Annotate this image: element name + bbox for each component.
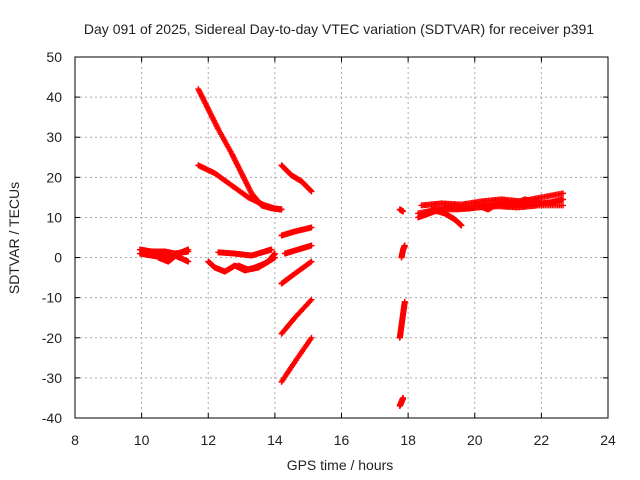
data-series [398, 242, 408, 261]
data-series [396, 394, 407, 409]
data-point [400, 394, 407, 401]
data-series [281, 242, 315, 257]
data-series [278, 334, 315, 385]
data-series [278, 224, 315, 239]
x-axis-label: GPS time / hours [287, 457, 394, 473]
data-series [215, 246, 275, 259]
chart-title: Day 091 of 2025, Sidereal Day-to-day VTE… [84, 21, 594, 37]
x-tick-label: 14 [267, 432, 283, 448]
x-tick-label: 22 [534, 432, 550, 448]
data-point [560, 190, 567, 197]
y-axis-label: SDTVAR / TECUs [6, 182, 22, 294]
data-series [155, 246, 192, 265]
data-point [538, 200, 545, 207]
data-series [428, 206, 465, 229]
data-point [271, 250, 278, 257]
data-point [396, 334, 403, 341]
data-point [400, 208, 407, 215]
y-tick-label: 0 [54, 250, 62, 266]
data-point [185, 258, 192, 265]
data-point [308, 334, 315, 341]
y-tick-label: -30 [42, 370, 62, 386]
y-tick-label: -20 [42, 330, 62, 346]
data-point [278, 206, 285, 213]
data-series [475, 196, 545, 213]
data-series [396, 298, 408, 341]
x-tick-label: 16 [334, 432, 350, 448]
data-series [396, 206, 407, 215]
x-tick-label: 10 [134, 432, 150, 448]
y-tick-label: -40 [42, 410, 62, 426]
data-series [235, 250, 278, 273]
data-point [308, 188, 315, 195]
data-series [278, 162, 315, 195]
y-tick-label: 50 [46, 49, 62, 65]
grid [75, 57, 608, 418]
plot-frame [74, 56, 609, 419]
y-tick-label: -10 [42, 290, 62, 306]
y-tick-label: 40 [46, 89, 62, 105]
data-point [401, 242, 408, 249]
data-point [308, 242, 315, 249]
data-point [308, 258, 315, 265]
data-point [185, 246, 192, 253]
x-tick-label: 12 [200, 432, 216, 448]
data-point [307, 259, 314, 266]
data-series [278, 258, 315, 287]
data-series [195, 162, 285, 213]
data-point [560, 196, 567, 203]
data-series [278, 296, 315, 337]
data-point [560, 202, 567, 209]
y-tick-label: 30 [46, 129, 62, 145]
y-tick-label: 20 [46, 169, 62, 185]
axis-ticks: 8 10 12 14 16 18 20 22 24 -40 -30 -20 -10 0 10 20 30 40 50 [42, 49, 616, 448]
x-tick-label: 18 [400, 432, 416, 448]
data-point [308, 296, 315, 303]
data-points [136, 86, 567, 409]
y-tick-label: 10 [46, 209, 62, 225]
data-point [307, 297, 314, 304]
data-point [458, 222, 465, 229]
data-point [268, 246, 275, 253]
x-tick-label: 20 [467, 432, 483, 448]
x-tick-label: 8 [71, 432, 79, 448]
data-point [308, 224, 315, 231]
x-tick-label: 24 [600, 432, 616, 448]
data-point [307, 187, 314, 194]
